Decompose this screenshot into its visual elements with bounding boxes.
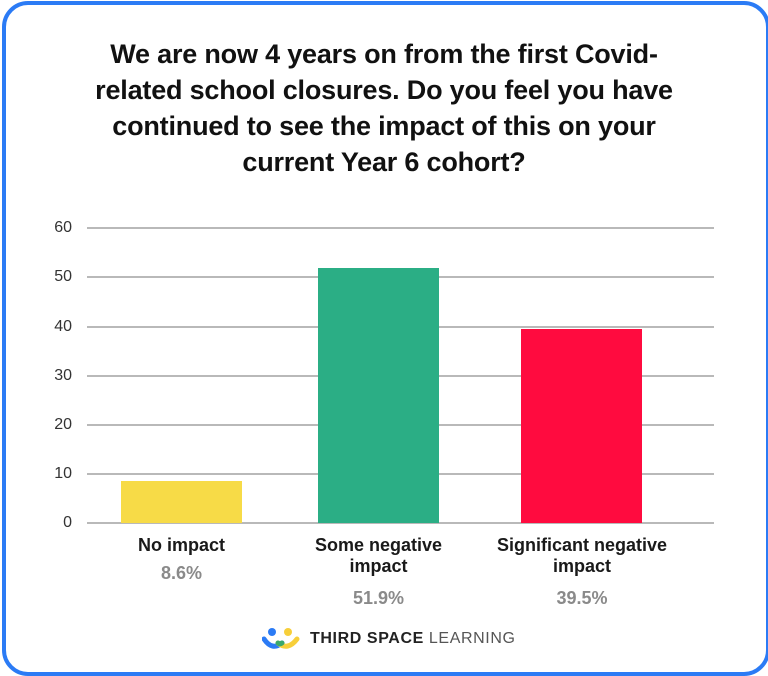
category-label-no-impact: No impact <box>101 535 262 556</box>
label-line: impact <box>552 556 612 576</box>
logo-wordmark: THIRD SPACE LEARNING <box>310 630 516 648</box>
bar-no-impact <box>121 481 242 523</box>
plot-area <box>87 227 714 524</box>
percent-label-some-negative-impact: 51.9% <box>352 588 405 608</box>
category-label-significant-negative-impact: Significant negative impact <box>476 535 688 577</box>
y-tick-label: 10 <box>54 465 72 482</box>
title-line: continued to see the impact of this on y… <box>112 111 656 141</box>
chart-title: We are now 4 years on from the first Cov… <box>40 36 728 180</box>
y-tick-label: 0 <box>63 514 72 531</box>
percent-label-significant-negative-impact: 39.5% <box>556 588 608 608</box>
gridline-60 <box>87 227 714 229</box>
label-line: No impact <box>137 535 225 555</box>
gridline-0 <box>87 522 714 524</box>
people-logo-icon <box>262 628 300 649</box>
third-space-learning-logo: THIRD SPACE LEARNING <box>262 627 516 651</box>
bar-some-negative-impact <box>318 268 439 523</box>
label-line: Some negative <box>314 535 443 555</box>
y-tick-label: 60 <box>54 219 72 236</box>
y-tick-label: 40 <box>54 318 72 335</box>
y-tick-label: 20 <box>54 416 72 433</box>
percent-label-no-impact: 8.6% <box>160 563 203 583</box>
y-tick-label: 30 <box>54 367 72 384</box>
bar-significant-negative-impact <box>521 329 642 523</box>
category-label-some-negative-impact: Some negative impact <box>283 535 474 577</box>
logo-text-bold: THIRD SPACE <box>310 630 424 647</box>
title-line: current Year 6 cohort? <box>242 147 526 177</box>
y-tick-label: 50 <box>54 268 72 285</box>
title-line: related school closures. Do you feel you… <box>95 75 673 105</box>
label-line: impact <box>349 556 408 576</box>
logo-text-light: LEARNING <box>428 630 516 647</box>
title-line: We are now 4 years on from the first Cov… <box>110 39 658 69</box>
label-line: Significant negative <box>496 535 668 555</box>
